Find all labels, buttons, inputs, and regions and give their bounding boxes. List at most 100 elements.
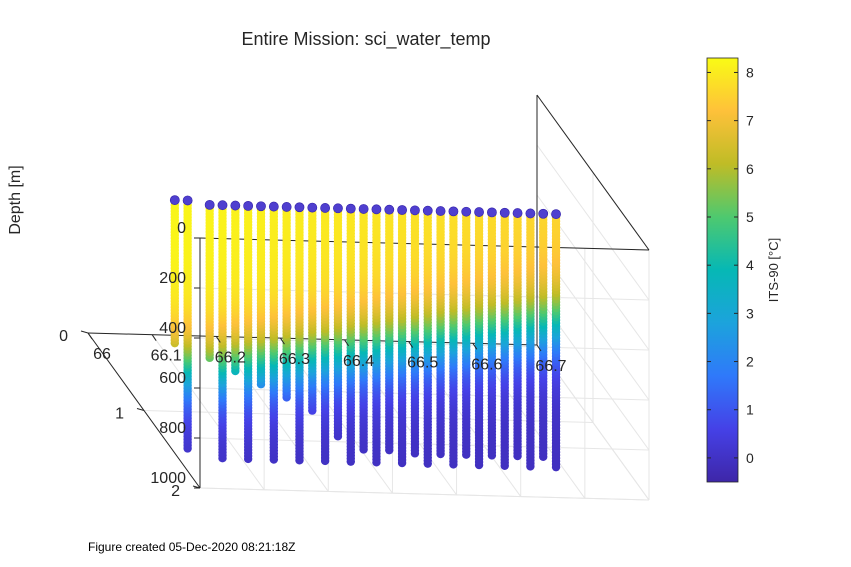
colorbar-tick-label: 1 — [746, 402, 754, 418]
axis-line — [536, 94, 650, 251]
cast — [525, 208, 536, 471]
grid-line — [536, 144, 650, 301]
x-tick-label: 66.5 — [407, 355, 438, 372]
x-tick — [87, 332, 93, 340]
colorbar-tick-label: 5 — [746, 209, 754, 225]
cast — [320, 203, 331, 466]
y-tick — [80, 330, 89, 334]
cast — [243, 200, 254, 464]
cast — [256, 201, 266, 389]
cast — [410, 205, 420, 458]
x-tick-label: 66.7 — [535, 358, 566, 375]
cast — [461, 206, 472, 459]
cast — [204, 199, 215, 363]
depth-tick-label: 400 — [159, 320, 186, 337]
cast — [474, 207, 484, 470]
cast-surface-marker — [358, 204, 369, 214]
cast-surface-marker — [474, 207, 484, 217]
cast-surface-marker — [281, 202, 292, 212]
colorbar-gradient — [706, 57, 739, 483]
y-tick-label: 1 — [115, 406, 124, 423]
cast-surface-marker — [538, 208, 549, 219]
cast — [435, 206, 446, 459]
cast — [551, 209, 561, 472]
cast — [499, 207, 510, 470]
cast — [307, 202, 318, 415]
colorbar-tick-label: 4 — [746, 257, 754, 273]
depth-tick-label: 600 — [159, 370, 186, 387]
cast — [538, 208, 549, 461]
cast — [182, 195, 193, 453]
cast-surface-marker — [512, 208, 523, 218]
x-tick-label: 66.6 — [471, 356, 502, 373]
chart-title: Entire Mission: sci_water_temp — [241, 29, 490, 50]
cast-surface-marker — [422, 205, 433, 216]
cast — [294, 202, 305, 465]
x-tick — [536, 344, 542, 352]
cast-surface-marker — [268, 201, 279, 212]
x-tick — [280, 337, 285, 345]
figure-created-note: Figure created 05-Dec-2020 08:21:18Z — [88, 540, 296, 554]
depth-tick-label: 1000 — [150, 470, 186, 487]
y-tick — [136, 408, 145, 411]
cast-surface-marker — [256, 201, 266, 212]
cast — [448, 206, 459, 469]
x-tick — [408, 341, 414, 348]
colorbar-tick-label: 3 — [746, 305, 754, 321]
colorbar-label: ITS-90 [°C] — [766, 238, 781, 302]
cast — [333, 203, 343, 441]
x-tick-label: 66.2 — [215, 349, 246, 366]
cast-surface-marker — [307, 202, 318, 213]
y-tick — [192, 485, 201, 489]
cast-surface-marker — [320, 203, 331, 213]
depth-tick-label: 0 — [177, 220, 186, 237]
cast — [268, 201, 279, 464]
cast — [384, 204, 395, 455]
cast — [397, 205, 407, 468]
cast — [345, 203, 356, 466]
colorbar-tick-label: 6 — [746, 161, 754, 177]
y-axis: 0 1 2 — [59, 328, 201, 500]
cast — [422, 205, 433, 468]
cast-surface-marker — [435, 206, 446, 216]
cast — [281, 202, 292, 402]
x-tick — [215, 336, 221, 343]
x-tick-label: 66.1 — [151, 348, 182, 365]
x-tick — [472, 343, 478, 350]
cast-surface-marker — [410, 205, 420, 216]
x-tick — [344, 339, 349, 347]
y-tick-label: 2 — [171, 483, 180, 500]
cast-surface-marker — [486, 207, 497, 218]
cast-surface-marker — [371, 204, 382, 215]
cast — [230, 200, 241, 376]
cast-surface-marker — [243, 200, 254, 211]
cast — [358, 204, 369, 454]
cast — [371, 204, 382, 467]
cast-surface-marker — [345, 203, 356, 214]
cast-surface-marker — [499, 207, 510, 218]
colorbar: 0 1 2 3 4 5 6 7 8 ITS-90 [°C] — [706, 57, 781, 483]
colorbar-tick-label: 8 — [746, 64, 754, 80]
depth-tick-label: 200 — [159, 270, 186, 287]
cast-surface-marker — [294, 202, 305, 213]
depth-axis-label: Depth [m] — [7, 165, 24, 234]
cast — [169, 195, 180, 348]
cast-surface-marker — [169, 195, 180, 206]
colorbar-tick-label: 2 — [746, 354, 754, 370]
x-tick — [151, 334, 157, 341]
cast — [217, 200, 228, 463]
y-tick-label: 0 — [59, 328, 68, 345]
grid-line — [199, 487, 650, 501]
cast-surface-marker — [551, 209, 561, 220]
cast — [512, 208, 523, 461]
cast-surface-marker — [461, 206, 472, 217]
colorbar-tick-label: 7 — [746, 113, 754, 129]
cast-surface-marker — [384, 204, 395, 215]
cast-surface-marker — [182, 195, 193, 206]
x-axis: 66 66.1 66.2 66.3 66.4 66.5 66.6 66.7 — [87, 332, 567, 375]
x-tick-label: 66.3 — [279, 351, 310, 368]
cast — [486, 207, 497, 460]
cast-surface-marker — [448, 206, 459, 217]
x-tick-label: 66.4 — [343, 353, 374, 370]
